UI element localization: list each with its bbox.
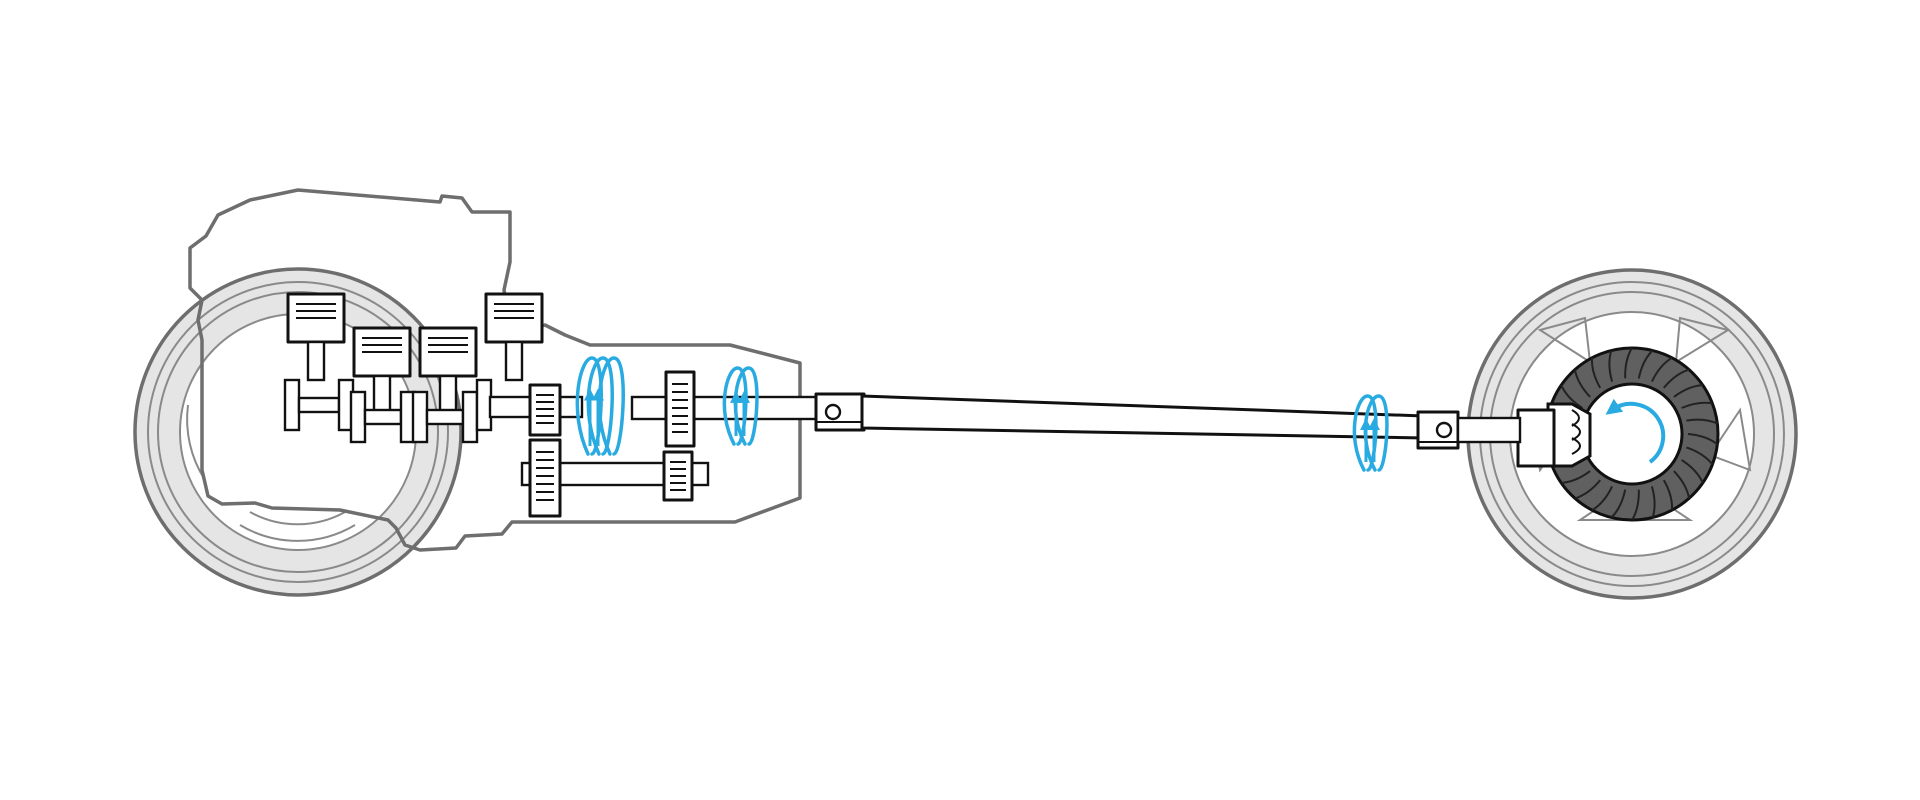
ring-gear-tooth [1673,384,1703,398]
front-tire-ring [147,281,449,583]
piston-2 [352,326,412,416]
ring-gear-tooth [1574,479,1601,500]
ring-gear-tooth [1663,368,1690,389]
driveshaft [814,392,1460,450]
engine-block-outline [188,188,802,552]
counter-shaft [520,461,710,487]
ring-gear-tooth [1686,446,1714,466]
counter-gear-left [528,438,562,518]
ring-gear-tooth [1686,418,1718,425]
piston-4 [484,292,544,382]
pinion-gear [1456,402,1592,468]
ring-gear-tooth [1590,357,1602,389]
ring-gear-tooth [1650,356,1673,383]
engine-pistons [283,292,544,444]
rotation-arrow-input-shaft [575,356,625,456]
ring-gear-tooth [1673,470,1691,499]
ring-gear-tooth [1687,433,1719,446]
input-gear [528,383,562,437]
ring-gear-tooth [1650,486,1656,518]
pinion-shaft [1456,416,1522,444]
propeller-shaft [860,394,1426,440]
ring-gear-tooth [1681,401,1713,409]
ring-gear-tooth [1561,470,1591,484]
main-shaft-gear [664,370,696,448]
ring-gear-tooth [1591,485,1614,512]
ring-gear-tooth [1662,479,1674,511]
rotation-arrow-ring-gear [1605,398,1666,464]
ring-gear-tooth [1560,384,1583,409]
ring-gear-center [1580,382,1684,486]
piston-1 [286,292,346,382]
ring-gear-tooth [1637,349,1654,379]
piston-3 [418,326,478,416]
counter-gear-right [662,450,694,502]
ring-gear-tooth [1681,459,1704,484]
ring-gear-tooth [1608,350,1614,382]
pinion-flange [1516,408,1556,468]
ring-gear-tooth [1624,347,1633,379]
rotation-arrow-main-shaft [722,366,759,446]
ring-gear-tooth [1573,369,1591,398]
ring-gear-tooth [1631,489,1640,521]
rotation-arrow-driveshaft [1352,394,1389,472]
motion-indicators [575,356,1666,472]
ring-gear-tooth [1610,489,1627,519]
transmission [488,370,822,518]
